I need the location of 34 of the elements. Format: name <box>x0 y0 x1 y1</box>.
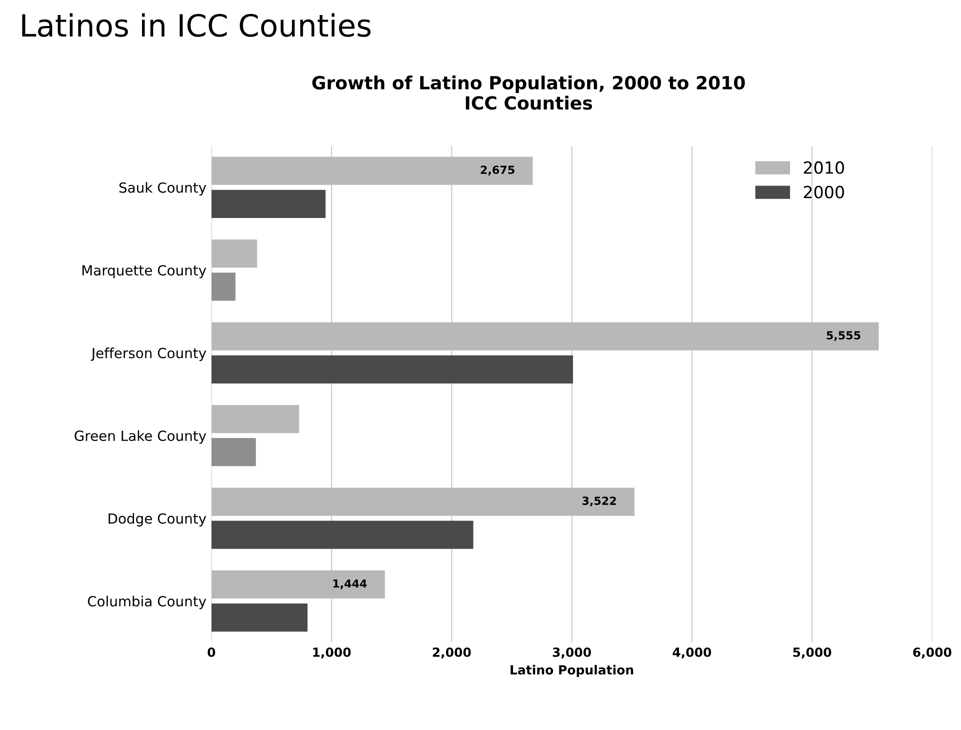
bar <box>211 520 474 549</box>
data-label: 2,675 <box>480 166 514 176</box>
bar <box>211 190 326 218</box>
data-label: 5,555 <box>826 331 860 341</box>
bar <box>211 272 236 301</box>
bar <box>211 570 385 599</box>
y-tick-label: Green Lake County <box>74 430 206 444</box>
bar <box>211 404 300 434</box>
y-tick-label: Columbia County <box>88 596 206 610</box>
bar <box>211 438 256 466</box>
y-tick-label: Jefferson County <box>90 348 206 361</box>
x-tick-label: 1,000 <box>313 647 351 659</box>
bar <box>211 156 533 185</box>
y-tick-label: Marquette County <box>82 265 206 278</box>
x-tick-label: 3,000 <box>552 647 591 659</box>
x-axis-title: Latino Population <box>510 664 634 678</box>
bar <box>211 604 308 632</box>
y-tick-label: Dodge County <box>108 513 206 526</box>
x-tick-label: 4,000 <box>672 647 712 659</box>
chart-title: Latinos in ICC Counties <box>22 13 371 37</box>
x-tick-label: 6,000 <box>913 647 952 659</box>
legend-label: 2000 <box>804 186 844 198</box>
x-tick-label: 0 <box>208 647 216 657</box>
x-tick-label: 2,000 <box>432 647 471 659</box>
chart-subtitle: Growth of Latino Population, 2000 to 2010 ICC Counties <box>312 76 745 110</box>
data-label: 1,444 <box>333 579 367 590</box>
x-tick-label: 5,000 <box>793 647 832 659</box>
legend-label: 2010 <box>804 161 844 174</box>
y-tick-label: Sauk County <box>119 182 206 196</box>
bar <box>211 355 573 384</box>
data-label: 3,522 <box>582 496 616 506</box>
bar <box>211 488 634 516</box>
bar <box>211 239 258 268</box>
bar <box>211 322 879 350</box>
